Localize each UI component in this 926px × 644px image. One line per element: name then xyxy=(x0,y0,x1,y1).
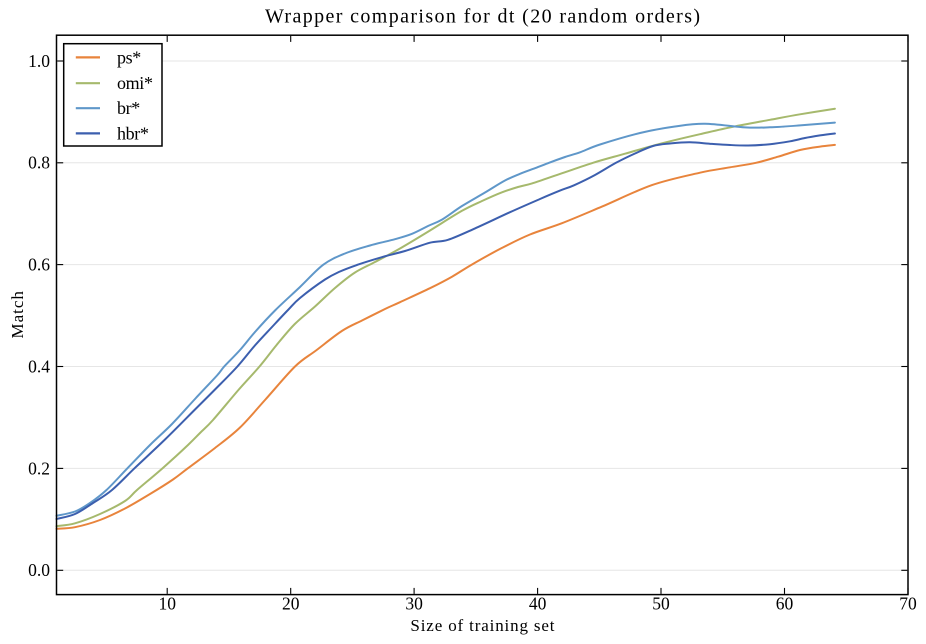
svg-text:Wrapper comparison for dt (20: Wrapper comparison for dt (20 random ord… xyxy=(265,5,701,27)
svg-text:50: 50 xyxy=(652,594,670,614)
svg-text:10: 10 xyxy=(158,594,176,614)
svg-text:40: 40 xyxy=(529,594,547,614)
svg-text:0.8: 0.8 xyxy=(28,153,50,173)
svg-text:omi*: omi* xyxy=(117,73,153,93)
svg-text:30: 30 xyxy=(405,594,423,614)
svg-text:0.6: 0.6 xyxy=(28,255,50,275)
svg-text:0.2: 0.2 xyxy=(28,458,50,478)
svg-text:0.0: 0.0 xyxy=(28,560,50,580)
svg-text:Size of training set: Size of training set xyxy=(410,616,555,635)
svg-text:1.0: 1.0 xyxy=(28,51,50,71)
svg-text:br*: br* xyxy=(117,98,140,118)
svg-text:70: 70 xyxy=(899,594,917,614)
svg-text:20: 20 xyxy=(282,594,300,614)
svg-text:hbr*: hbr* xyxy=(117,123,149,143)
svg-text:0.4: 0.4 xyxy=(28,356,50,376)
svg-text:Match: Match xyxy=(8,290,27,338)
svg-text:ps*: ps* xyxy=(117,47,141,67)
svg-text:60: 60 xyxy=(776,594,794,614)
